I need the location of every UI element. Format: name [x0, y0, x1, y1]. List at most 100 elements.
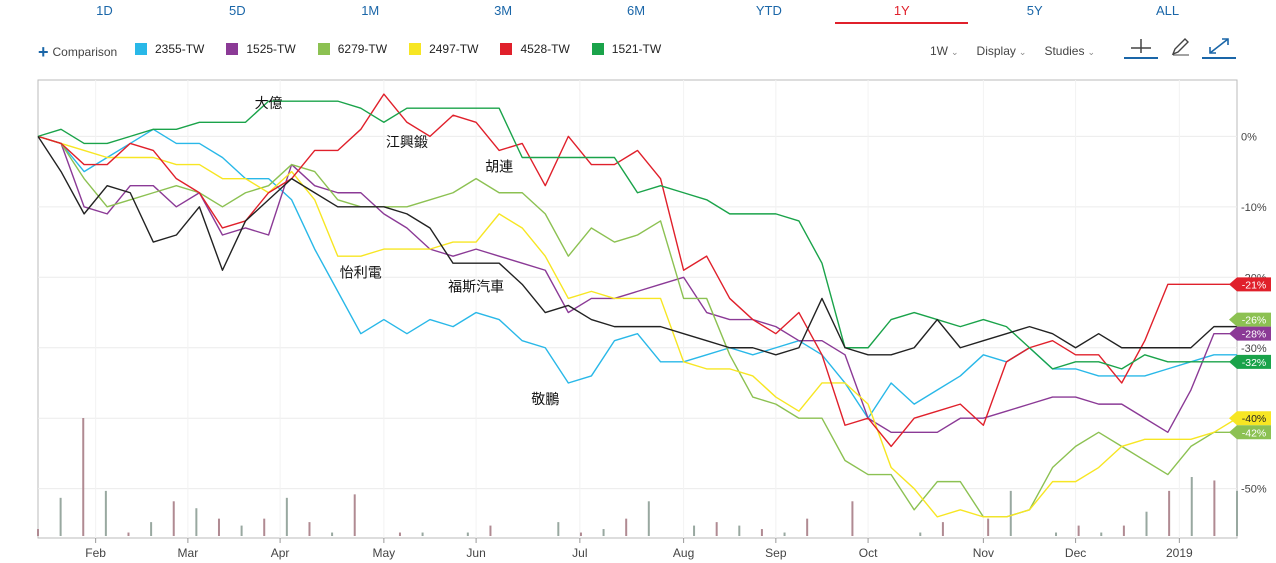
tab-all[interactable]: ALL: [1156, 3, 1180, 18]
volume-bar: [579, 532, 582, 536]
end-value-tag: [1229, 425, 1271, 440]
draw-button[interactable]: [1163, 36, 1197, 58]
legend-label: 6279-TW: [337, 42, 388, 56]
volume-bar: [1236, 490, 1238, 536]
volume-bar: [1213, 480, 1216, 536]
add-comparison-button[interactable]: + Comparison: [38, 42, 117, 63]
tab-5y[interactable]: 5Y: [1026, 3, 1043, 18]
legend-item-2355[interactable]: 2355-TW: [135, 42, 204, 56]
interval-dropdown[interactable]: 1W ⌄: [930, 44, 959, 58]
chevron-down-icon: ⌄: [951, 47, 959, 57]
chart-annotation: 福斯汽車: [448, 278, 504, 295]
tab-5d[interactable]: 5D: [229, 3, 246, 18]
volume-bar: [738, 525, 741, 536]
x-tick-label: Jun: [466, 546, 485, 560]
legend-item-1521[interactable]: 1521-TW: [591, 42, 662, 56]
series-line-1525-TW: [37, 135, 1237, 434]
tab-6m[interactable]: 6M: [626, 3, 646, 18]
volume-bar: [263, 518, 266, 536]
series-line-4528-TW: [37, 93, 1237, 448]
volume-bar: [1122, 525, 1125, 536]
volume-bar: [693, 525, 696, 536]
volume-bar: [398, 532, 401, 536]
tab-ytd[interactable]: YTD: [755, 3, 782, 18]
chart-annotation: 江興鍛: [386, 135, 428, 151]
end-value-label: -26%: [1242, 315, 1267, 327]
volume-bar: [987, 518, 990, 536]
volume-bar: [150, 522, 153, 536]
x-tick-label: Dec: [1065, 546, 1086, 560]
volume-bar: [783, 532, 786, 536]
crosshair-button[interactable]: [1124, 36, 1158, 59]
volume-bar: [421, 532, 424, 536]
series-line-2497-TW: [37, 135, 1238, 518]
legend-item-2497[interactable]: 2497-TW: [409, 42, 478, 56]
tab-3m[interactable]: 3M: [494, 3, 513, 18]
expand-icon: [1209, 38, 1229, 54]
volume-bar: [1100, 532, 1103, 536]
display-dropdown[interactable]: Display ⌄: [977, 44, 1027, 58]
x-tick-label: Sep: [765, 546, 787, 560]
volume-bar: [82, 418, 85, 536]
volume-bar: [285, 497, 288, 536]
end-value-tag: [1229, 312, 1271, 327]
chart-annotation: 敬鵬: [531, 392, 559, 408]
legend-label: 1521-TW: [611, 42, 662, 56]
end-value-label: -21%: [1242, 279, 1267, 291]
chart-annotation: 胡連: [485, 160, 513, 176]
crosshair-icon: [1131, 39, 1151, 53]
plot-area: [37, 79, 1238, 539]
legend-label: 2497-TW: [429, 42, 479, 56]
series-line-reference: [37, 135, 1237, 356]
studies-label: Studies: [1044, 44, 1085, 58]
legend-item-6279[interactable]: 6279-TW: [317, 42, 388, 56]
comparison-label: Comparison: [52, 45, 118, 59]
legend-item-1525[interactable]: 1525-TW: [226, 42, 296, 56]
volume-bar: [240, 525, 243, 536]
chevron-down-icon: ⌄: [1087, 47, 1096, 57]
chart-controls: 1W ⌄ Display ⌄ Studies ⌄: [930, 44, 1113, 58]
x-tick-label: May: [373, 546, 396, 560]
y-tick-label: 0%: [1241, 131, 1257, 143]
legend-item-4528[interactable]: 4528-TW: [500, 42, 570, 56]
volume-bar: [602, 529, 605, 536]
draw-pencil-icon: [1171, 38, 1189, 56]
chart-toolbar: + Comparison 2355-TW 1525-TW 6279-TW 2497…: [0, 36, 1276, 64]
x-tick-label: Nov: [973, 546, 994, 560]
end-value-tag: [1229, 411, 1271, 426]
studies-dropdown[interactable]: Studies ⌄: [1044, 44, 1095, 58]
legend-swatch: [409, 43, 422, 55]
x-tick-label: Aug: [673, 546, 694, 560]
fullscreen-button[interactable]: [1202, 36, 1236, 59]
chart-annotation: 怡利電: [340, 265, 382, 281]
series-line-6279-TW: [37, 135, 1237, 518]
x-tick-label: Feb: [85, 546, 106, 560]
interval-label: 1W: [930, 44, 948, 58]
volume-bar: [806, 518, 809, 536]
volume-bar: [1009, 490, 1012, 536]
series-line-1521-TW: [37, 100, 1237, 370]
legend: 2355-TW 1525-TW 6279-TW 2497-TW 4528-TW …: [135, 42, 683, 56]
volume-bar: [919, 532, 922, 536]
volume-bar: [557, 522, 560, 536]
end-value-label: -42%: [1242, 427, 1267, 439]
volume-bar: [331, 532, 334, 536]
tab-1d[interactable]: 1D: [96, 3, 113, 18]
end-value-label: -40%: [1242, 413, 1267, 425]
volume-bar: [466, 532, 469, 536]
legend-label: 1525-TW: [246, 42, 296, 56]
y-tick-label: -50%: [1241, 484, 1267, 496]
volume-bar: [217, 518, 220, 536]
legend-swatch: [591, 43, 604, 55]
volume-bar: [647, 501, 650, 536]
x-tick-label: Mar: [178, 546, 199, 560]
tab-1m[interactable]: 1M: [361, 3, 380, 18]
legend-swatch: [500, 43, 513, 55]
volume-bar: [59, 497, 62, 536]
volume-bar: [715, 522, 718, 536]
volume-bar: [625, 518, 628, 536]
volume-bar: [353, 494, 356, 536]
legend-swatch: [317, 43, 330, 55]
tab-1y[interactable]: 1Y: [835, 0, 969, 24]
